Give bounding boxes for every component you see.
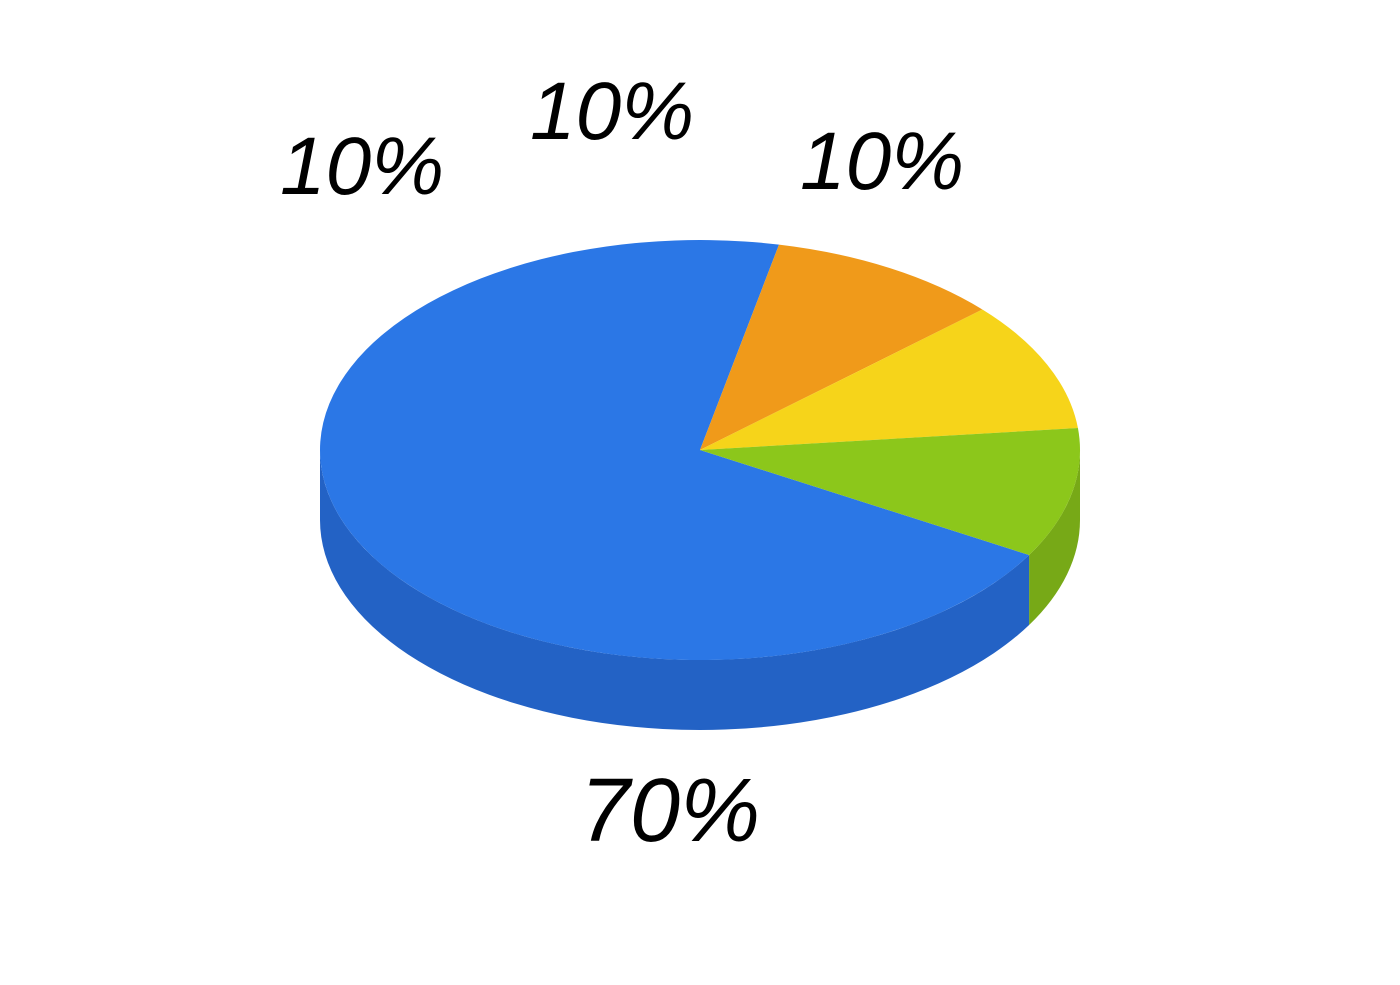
pie-slice-label: 70% [580,760,760,863]
pie-slice-label: 10% [280,120,444,214]
pie-slice-label: 10% [800,115,964,209]
pie-chart-container: 70% 10% 10% 10% [0,0,1400,980]
pie-slice-label: 10% [530,65,694,159]
pie-top [320,240,1080,660]
